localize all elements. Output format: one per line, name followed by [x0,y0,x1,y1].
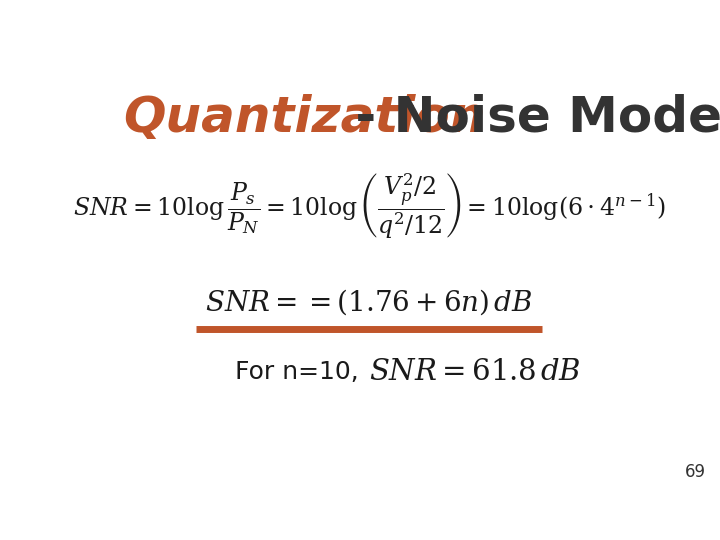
Text: $SNR == (1.76 + 6n)\,dB$: $SNR == (1.76 + 6n)\,dB$ [205,287,533,316]
Text: 69: 69 [685,463,706,481]
Text: VLSI Test Principles and Architectures: VLSI Test Principles and Architectures [14,500,352,518]
Text: Chap. 11 - Analog and Mixed-Signal: Chap. 11 - Analog and Mixed-Signal [410,497,706,515]
Text: Testing  P.69: Testing P.69 [603,520,706,538]
Text: $SNR = 61.8\,dB$: $SNR = 61.8\,dB$ [369,359,581,387]
Text: - Noise Model: - Noise Model [338,94,720,142]
Text: $SNR = 10\log\dfrac{P_s}{P_N} = 10\log\left(\dfrac{V_p^{2}/2}{q^2/12}\right) = 1: $SNR = 10\log\dfrac{P_s}{P_N} = 10\log\l… [73,171,665,241]
Text: Quantization: Quantization [124,94,486,142]
Text: For n=10,: For n=10, [235,361,359,384]
